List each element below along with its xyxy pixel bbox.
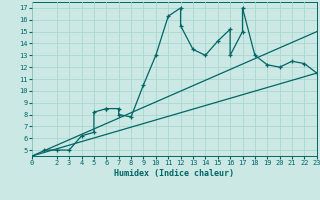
X-axis label: Humidex (Indice chaleur): Humidex (Indice chaleur) bbox=[115, 169, 234, 178]
